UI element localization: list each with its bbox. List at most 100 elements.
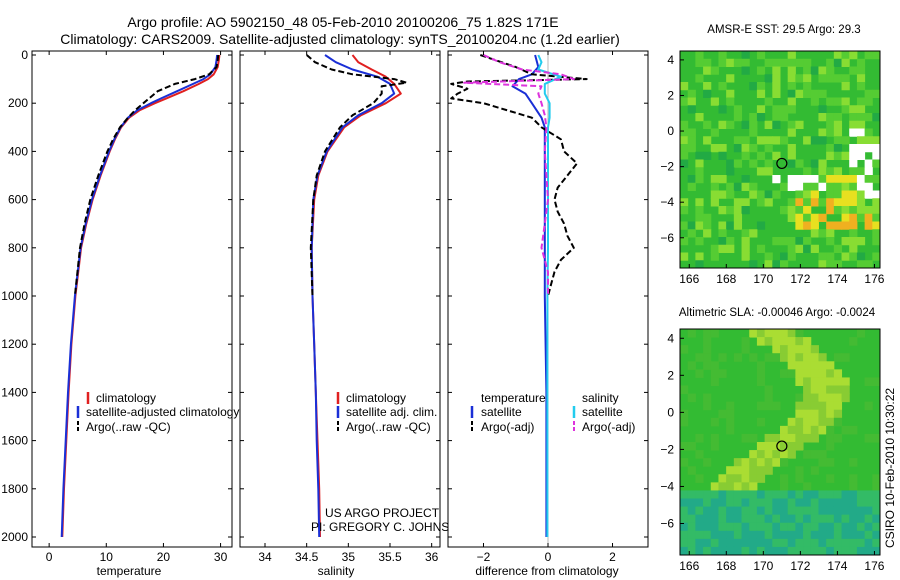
map-cell bbox=[749, 120, 758, 129]
map-cell bbox=[795, 89, 804, 98]
map-cell bbox=[703, 530, 712, 540]
map-cell bbox=[718, 474, 727, 483]
map-cell bbox=[856, 329, 866, 338]
map-cell bbox=[803, 514, 812, 524]
map-cell bbox=[818, 514, 827, 524]
map-cell bbox=[787, 345, 796, 354]
map-cell bbox=[864, 206, 873, 215]
map-cell bbox=[687, 538, 696, 548]
map-cell bbox=[780, 490, 789, 499]
map-cell bbox=[864, 144, 873, 153]
map-cell bbox=[680, 490, 689, 499]
pi-label: PI: GREGORY C. JOHNSON bbox=[311, 520, 467, 534]
map-cell bbox=[741, 198, 750, 207]
map-cell bbox=[756, 417, 766, 427]
map-cell bbox=[733, 530, 743, 540]
map-cell bbox=[841, 498, 850, 508]
map-cell bbox=[780, 482, 789, 491]
map-cell bbox=[710, 490, 719, 499]
map-cell bbox=[726, 221, 735, 230]
map-cell bbox=[695, 159, 704, 168]
map-cell bbox=[772, 450, 781, 459]
map-cell bbox=[856, 58, 866, 67]
map-cell bbox=[833, 522, 843, 532]
map-cell bbox=[695, 206, 704, 215]
map-cell bbox=[856, 522, 866, 532]
map-cell bbox=[856, 144, 866, 153]
map-cell bbox=[826, 361, 835, 370]
map-y-tick-label: −2 bbox=[660, 442, 674, 456]
map-cell bbox=[710, 482, 719, 491]
x-tick-label: 0 bbox=[46, 550, 53, 564]
map-cell bbox=[680, 417, 689, 427]
map-cell bbox=[756, 221, 766, 230]
map-cell bbox=[810, 353, 819, 362]
map-cell bbox=[695, 151, 704, 160]
map-x-tick-label: 172 bbox=[790, 272, 810, 286]
map-cell bbox=[818, 182, 827, 191]
map-cell bbox=[856, 82, 866, 91]
map-cell bbox=[818, 425, 827, 435]
x-tick-label: 35.5 bbox=[378, 550, 402, 564]
map-cell bbox=[687, 144, 696, 153]
map-cell bbox=[687, 506, 696, 516]
map-cell bbox=[772, 74, 781, 83]
map-cell bbox=[795, 353, 804, 362]
map-cell bbox=[803, 190, 812, 199]
map-cell bbox=[872, 498, 880, 508]
map-cell bbox=[849, 105, 858, 114]
map-cell bbox=[787, 369, 796, 378]
map-cell bbox=[741, 482, 750, 491]
map-cell bbox=[749, 229, 758, 238]
map-cell bbox=[856, 490, 866, 499]
y-tick-label: 1000 bbox=[1, 289, 28, 303]
map-cell bbox=[864, 159, 873, 168]
map-cell bbox=[856, 213, 866, 222]
map-cell bbox=[841, 97, 850, 106]
map-y-tick-label: 0 bbox=[667, 124, 674, 138]
map-cell bbox=[687, 442, 696, 451]
map-cell bbox=[833, 182, 843, 191]
map-cell bbox=[733, 458, 743, 467]
map-cell bbox=[856, 128, 866, 137]
map-cell bbox=[818, 498, 827, 508]
map-cell bbox=[849, 221, 858, 230]
map-cell bbox=[864, 538, 873, 548]
map-cell bbox=[856, 198, 866, 207]
map-cell bbox=[703, 546, 712, 555]
map-cell bbox=[764, 252, 773, 261]
map-cell bbox=[872, 546, 880, 555]
map-cell bbox=[872, 530, 880, 540]
sla-map-panel: Altimetric SLA: -0.00046 Argo: -0.0024 1… bbox=[660, 307, 884, 573]
map-cell bbox=[756, 329, 766, 338]
map-cell bbox=[733, 522, 743, 532]
map-cell bbox=[749, 433, 758, 443]
map-cell bbox=[733, 514, 743, 524]
map-cell bbox=[833, 167, 843, 176]
map-cell bbox=[803, 417, 812, 427]
map-cell bbox=[680, 538, 689, 548]
map-cell bbox=[818, 260, 827, 268]
map-cell bbox=[856, 546, 866, 555]
map-cell bbox=[841, 353, 850, 362]
map-cell bbox=[780, 442, 789, 451]
map-cell bbox=[841, 530, 850, 540]
map-cell bbox=[849, 237, 858, 246]
map-cell bbox=[733, 490, 743, 499]
map-cell bbox=[680, 144, 689, 153]
salinity-axes-frame bbox=[239, 50, 441, 548]
map-cell bbox=[810, 417, 819, 427]
map-cell bbox=[826, 409, 835, 419]
map-cell bbox=[841, 51, 850, 60]
map-cell bbox=[710, 66, 719, 75]
sla-map-image bbox=[680, 329, 880, 555]
map-cell bbox=[849, 546, 858, 555]
map-cell bbox=[703, 136, 712, 145]
map-cell bbox=[864, 167, 873, 176]
map-cell bbox=[864, 97, 873, 106]
map-cell bbox=[780, 458, 789, 467]
map-cell bbox=[810, 401, 819, 411]
map-cell bbox=[872, 221, 880, 230]
map-cell bbox=[787, 237, 796, 246]
map-x-tick-label: 168 bbox=[716, 272, 736, 286]
